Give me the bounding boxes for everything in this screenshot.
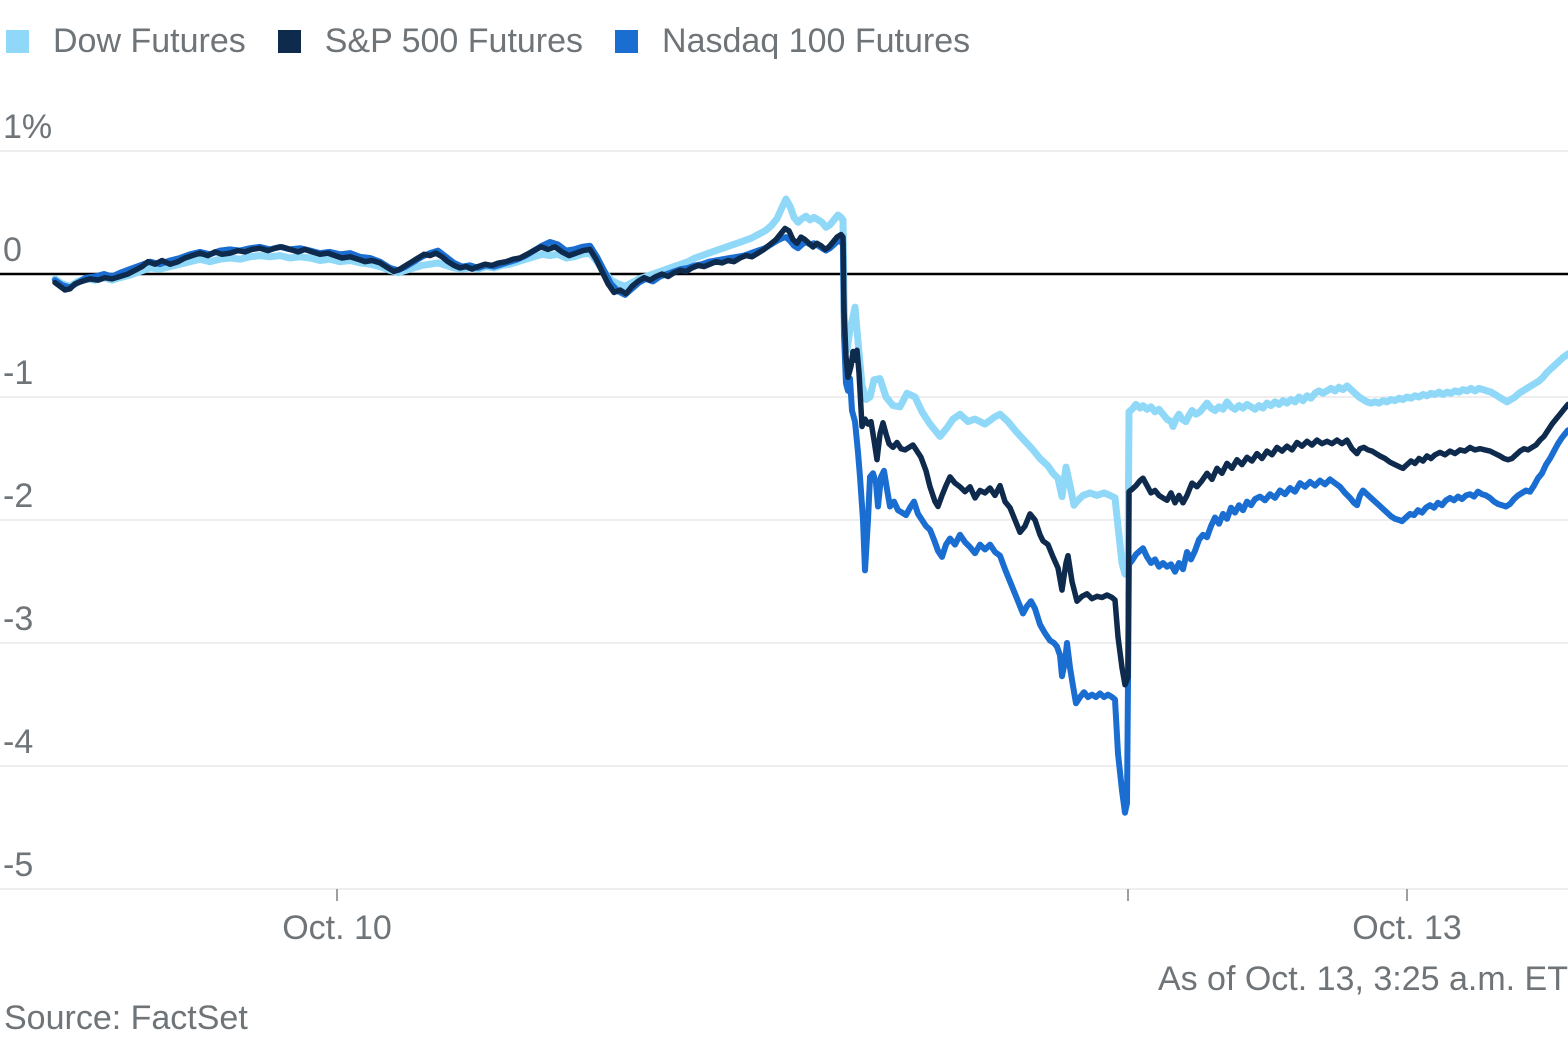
as-of-timestamp: As of Oct. 13, 3:25 a.m. ET (1157, 960, 1568, 998)
y-tick-label: -3 (3, 600, 34, 638)
legend-label: S&P 500 Futures (324, 22, 584, 60)
y-tick-label: -4 (3, 723, 34, 761)
y-tick-label: 1% (3, 108, 53, 146)
series-line-nasdaq-100-futures (52, 234, 1568, 816)
legend-item-s-p-500-futures: S&P 500 Futures (277, 22, 584, 61)
source-credit: Source: FactSet (4, 999, 248, 1037)
legend-item-nasdaq-100-futures: Nasdaq 100 Futures (615, 22, 970, 61)
legend-label: Dow Futures (53, 22, 246, 60)
y-tick-label: -2 (3, 477, 34, 515)
series-line-dow-futures (51, 195, 1568, 578)
x-tick-label: Oct. 13 (1352, 909, 1462, 947)
legend-swatch-icon (615, 30, 639, 53)
y-tick-label: -1 (3, 354, 34, 392)
legend-swatch-icon (6, 30, 29, 53)
y-tick-label: 0 (3, 231, 22, 269)
series-line-s-p-500-futures (52, 225, 1568, 688)
y-tick-label: -5 (3, 846, 34, 884)
legend-swatch-icon (277, 30, 301, 53)
legend-label: Nasdaq 100 Futures (662, 22, 971, 60)
chart-legend: Dow Futures S&P 500 Futures Nasdaq 100 Fut… (6, 22, 970, 61)
legend-item-dow-futures: Dow Futures (6, 22, 246, 61)
x-tick-label: Oct. 10 (282, 909, 392, 947)
